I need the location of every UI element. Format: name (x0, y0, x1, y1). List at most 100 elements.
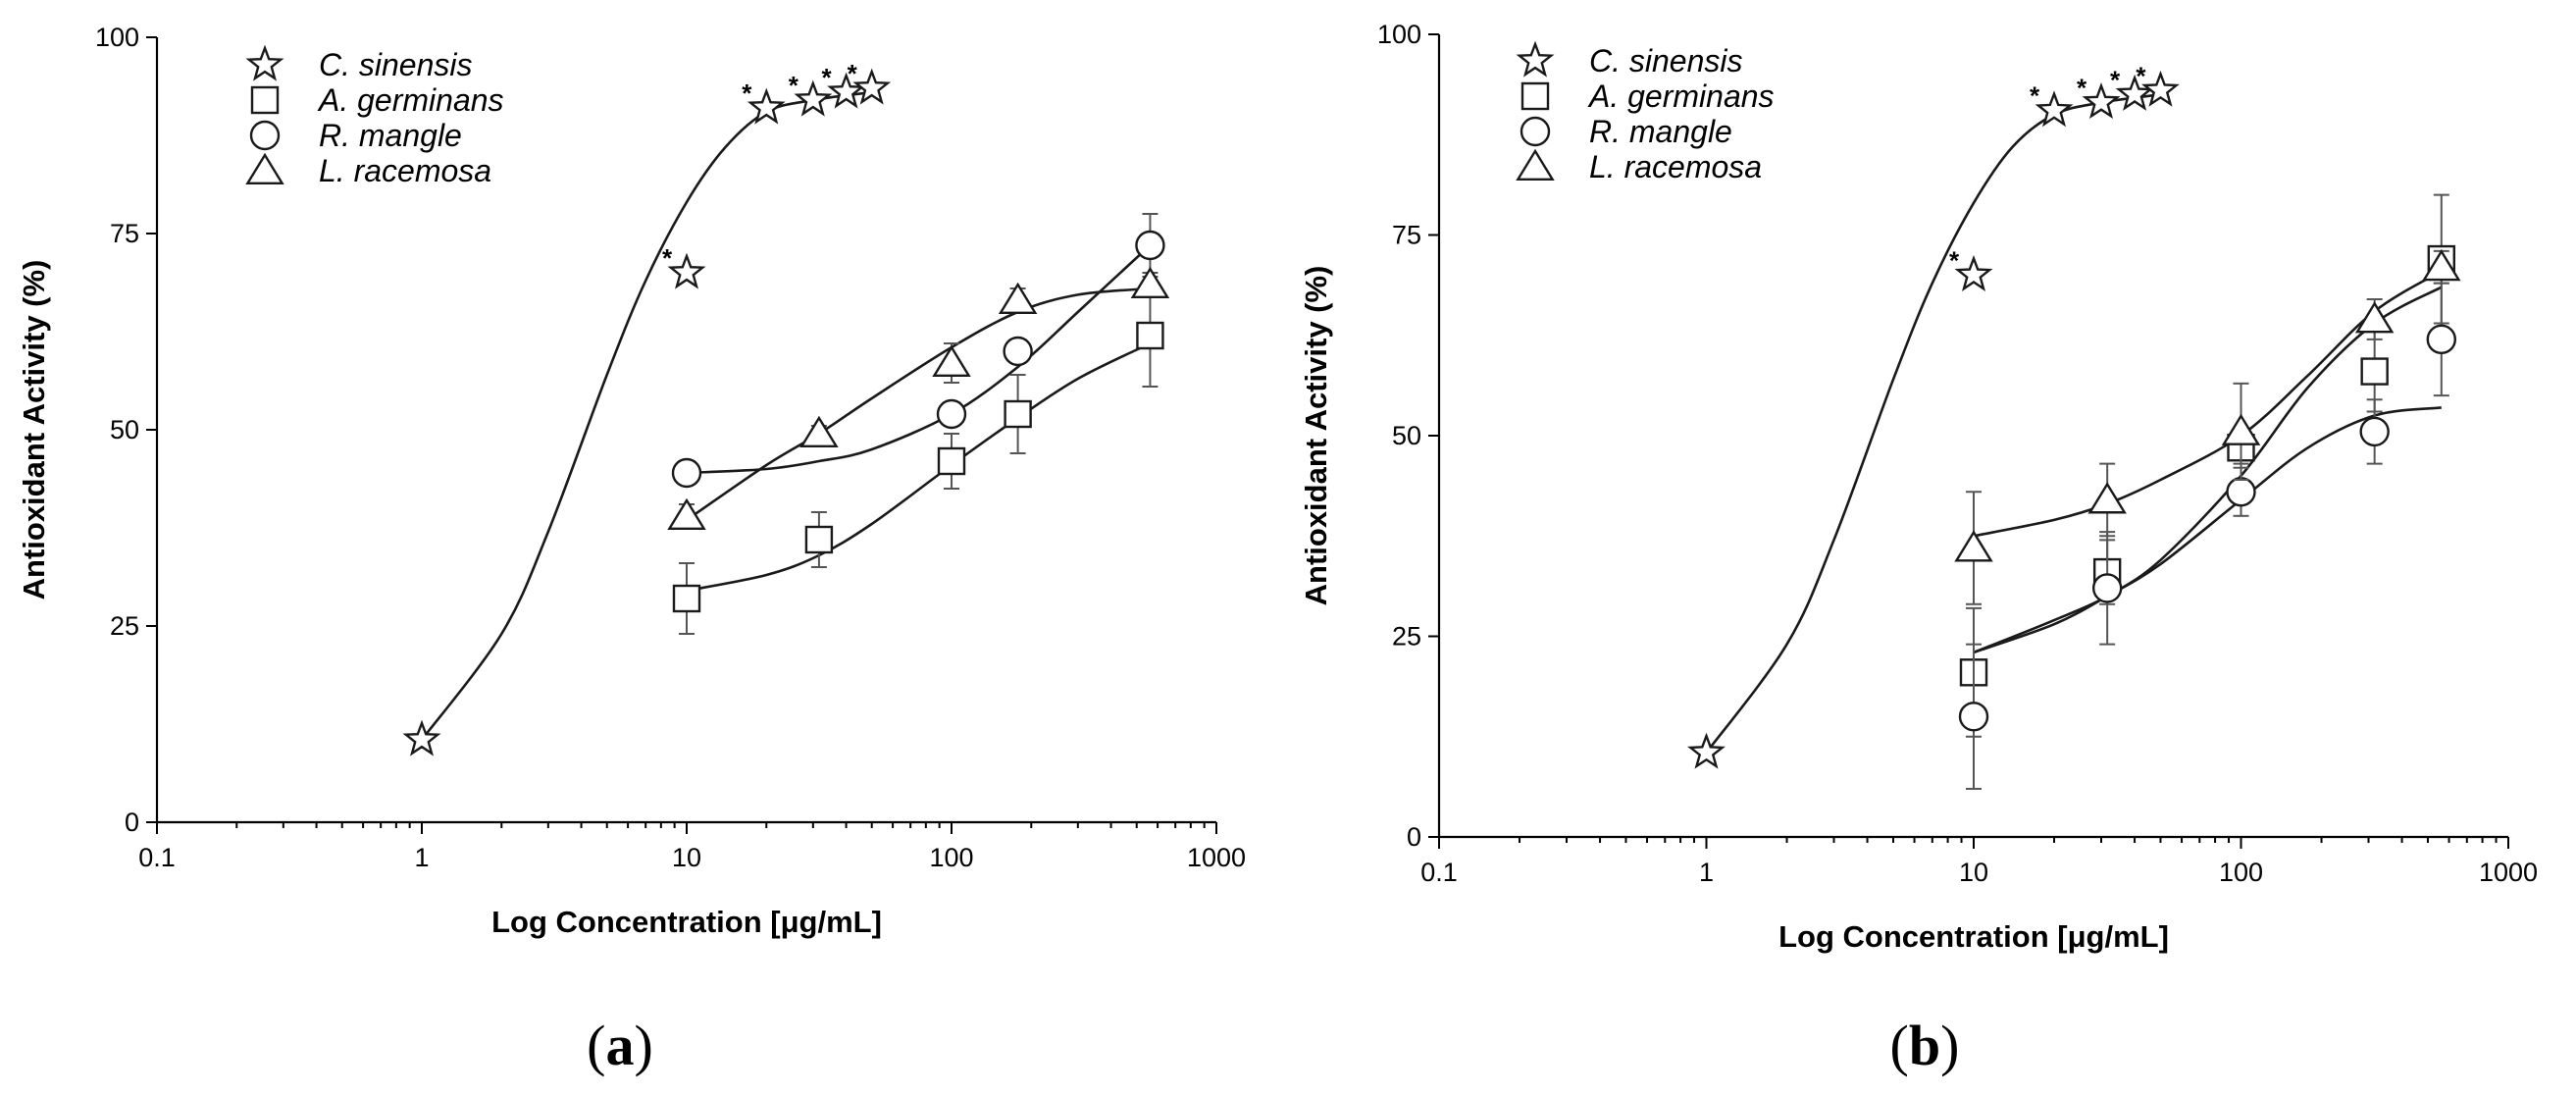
x-tick-label: 100 (929, 843, 973, 872)
x-tick-label: 10 (1959, 858, 1988, 887)
fit-curve-star (1705, 93, 2161, 754)
data-point-star (2115, 74, 2154, 111)
significance-asterisk: * (1949, 245, 1960, 275)
significance-asterisk: * (662, 243, 673, 273)
data-point-square (804, 525, 834, 554)
data-point-triangle (998, 282, 1038, 314)
data-point-circle (1003, 336, 1033, 367)
data-point-star (852, 68, 892, 105)
legend-marker-triangle (1516, 148, 1555, 182)
data-point-circle (2091, 573, 2123, 603)
fit-curve-circle (1973, 406, 2442, 654)
data-point-triangle (2422, 248, 2461, 282)
series-triangle (1954, 248, 2461, 605)
data-point-star (827, 72, 865, 109)
panel-label: (b) (1890, 1014, 1960, 1077)
data-point-square (937, 446, 966, 476)
data-point-square (1004, 399, 1032, 429)
chart-panel-b: 0 25 50 75 100 0.1 1 10 100 1000 Log Concentration… (1299, 20, 2538, 1077)
data-point-square (672, 584, 701, 613)
data-point-star (1954, 254, 1993, 291)
significance-asterisk: * (742, 78, 752, 108)
series-circle (671, 213, 1165, 489)
data-point-circle (1135, 230, 1165, 261)
panel-label-letter: b (1909, 1014, 1940, 1077)
data-point-circle (2226, 477, 2256, 507)
y-tick-label: 25 (110, 611, 139, 641)
data-point-star (2035, 90, 2074, 128)
data-point-circle (671, 457, 702, 489)
data-point-circle (936, 398, 967, 430)
data-point-star (2141, 70, 2180, 107)
x-tick-label: 10 (672, 843, 701, 872)
legend-marker-circle (1520, 116, 1551, 147)
data-point-star (667, 252, 706, 289)
axis-lines (155, 37, 1216, 824)
data-point-star (794, 79, 833, 117)
legend-marker-star (245, 44, 284, 81)
x-tick-label: 100 (2219, 858, 2263, 887)
significance-asterisk: * (2077, 74, 2087, 103)
y-tick-label: 50 (110, 415, 139, 444)
data-point-triangle (932, 344, 971, 377)
y-tick-label: 100 (1377, 20, 1421, 49)
panel-label-open: ( (587, 1014, 605, 1077)
y-axis-title: Antioxidant Activity (%) (17, 260, 51, 600)
data-point-triangle (2087, 482, 2127, 514)
data-point-square (2360, 357, 2389, 386)
y-tick-label: 50 (1392, 421, 1421, 450)
data-point-triangle (667, 497, 706, 530)
significance-asterisk: * (2030, 81, 2040, 111)
y-tick-label: 100 (95, 23, 139, 52)
data-point-triangle (2221, 413, 2261, 445)
panel-label-open: ( (1890, 1014, 1909, 1077)
data-point-star (1687, 732, 1726, 769)
legend-marker-circle (249, 120, 281, 151)
x-tick-label: 1 (1699, 858, 1714, 887)
data-point-square (1136, 321, 1164, 350)
legend-label: A. germinans (1587, 78, 1775, 114)
data-point-circle (2426, 324, 2457, 355)
legend-marker-star (1516, 40, 1555, 78)
data-point-triangle (1130, 266, 1170, 298)
data-point-circle (1958, 702, 1989, 732)
fit-curve-circle (686, 244, 1152, 475)
data-point-star (747, 87, 786, 125)
series-square (672, 284, 1164, 635)
legend-label: C. sinensis (1589, 43, 1743, 78)
legend-label: R. mangle (319, 118, 462, 153)
legend-marker-square (1520, 81, 1550, 111)
y-tick-label: 0 (1407, 822, 1421, 852)
data-point-star (402, 719, 441, 756)
panel-label-close: ) (1940, 1014, 1959, 1077)
panel-label-letter: a (606, 1014, 635, 1077)
data-point-circle (2359, 416, 2390, 447)
x-tick-label: 0.1 (138, 843, 176, 872)
x-axis-title: Log Concentration [μg/mL] (491, 905, 882, 939)
legend-marker-square (250, 85, 280, 115)
legend-label: L. racemosa (319, 153, 491, 188)
legend-label: R. mangle (1589, 114, 1732, 149)
fit-curve-square (1973, 286, 2443, 654)
data-point-triangle (2354, 301, 2395, 334)
legend-label: A. germinans (317, 82, 504, 118)
data-point-star (2082, 82, 2121, 120)
data-point-triangle (799, 415, 839, 447)
significance-asterisk: * (821, 63, 832, 92)
fit-curve-star (420, 90, 872, 741)
panel-label-close: ) (635, 1014, 653, 1077)
y-tick-label: 25 (1392, 622, 1421, 652)
significance-asterisk: * (789, 71, 799, 100)
legend-label: L. racemosa (1589, 149, 1762, 184)
significance-asterisk: * (848, 59, 858, 88)
x-tick-label: 1 (414, 843, 429, 872)
y-axis-title: Antioxidant Activity (%) (1299, 266, 1333, 606)
legend-marker-triangle (245, 152, 284, 185)
data-point-triangle (1954, 530, 1993, 562)
chart-panel-a: 0 25 50 75 100 0.1 1 10 100 1000 Log Concentration… (17, 23, 1246, 1077)
x-tick-label: 0.1 (1420, 858, 1458, 887)
x-tick-label: 1000 (2479, 858, 2538, 887)
series-triangle (667, 266, 1170, 530)
